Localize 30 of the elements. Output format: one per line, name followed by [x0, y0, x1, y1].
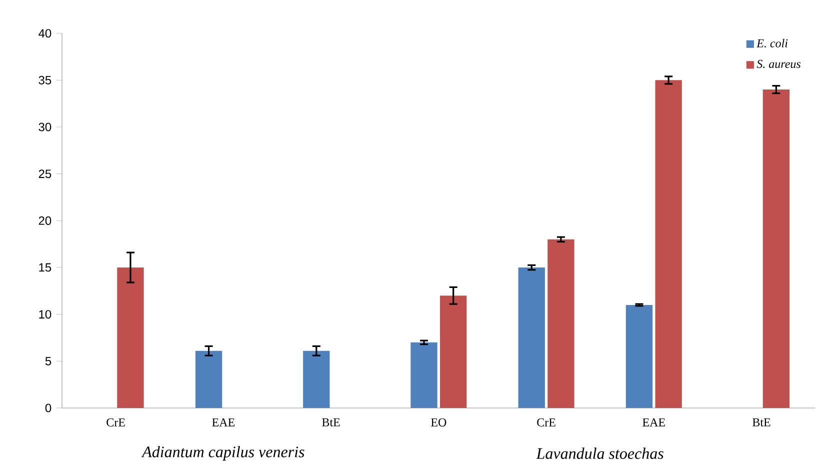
legend-label: S. aureus [756, 60, 800, 68]
bar [626, 305, 653, 408]
text: Adiantum capilus veneris [141, 446, 304, 461]
text: Lavandula stoechas [536, 448, 664, 460]
x-tick-label: EAE [212, 418, 234, 426]
y-tick-label: 5 [45, 357, 52, 366]
y-tick-label: 0 [45, 404, 52, 412]
bar [440, 296, 467, 408]
bar [548, 240, 574, 408]
bar [195, 351, 222, 408]
bar [410, 342, 438, 408]
y-tick-label: 20 [38, 216, 52, 226]
bar [655, 80, 682, 408]
x-tick-label: EO [431, 418, 446, 427]
x-tick-label: BtE [322, 418, 340, 427]
legend-label: E. coli [756, 39, 788, 48]
x-tick-label: CrE [106, 418, 125, 427]
y-tick-label: 40 [38, 29, 52, 38]
y-tick-label: 15 [39, 263, 52, 272]
bar [303, 351, 330, 408]
bar [762, 90, 790, 408]
y-tick-label: 25 [38, 170, 52, 178]
bar [518, 268, 545, 408]
x-tick-label: BtE [752, 418, 770, 427]
y-tick-label: 30 [38, 122, 52, 132]
x-tick-label: EAE [642, 418, 665, 426]
y-tick-label: 35 [38, 76, 52, 85]
bar [117, 268, 144, 408]
y-tick-label: 10 [39, 310, 52, 319]
x-tick-label: CrE [537, 418, 556, 427]
